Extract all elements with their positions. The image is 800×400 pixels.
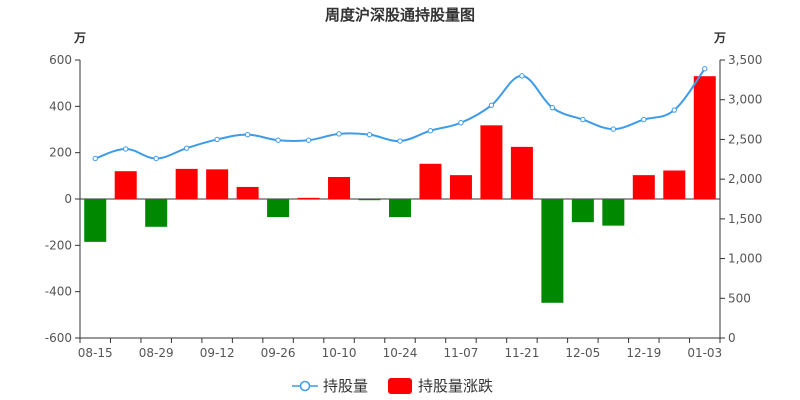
line-point xyxy=(183,145,190,151)
x-axis-tick-label: 10-10 xyxy=(322,346,357,360)
line-point xyxy=(397,138,403,144)
line-point xyxy=(610,126,617,132)
x-axis-tick-label: 08-29 xyxy=(139,346,174,360)
line-point xyxy=(123,146,129,152)
bar xyxy=(114,171,137,199)
line-point xyxy=(641,116,647,123)
line-point xyxy=(427,127,434,134)
bar xyxy=(663,170,686,199)
left-axis-tick-label: 200 xyxy=(49,146,72,160)
bar xyxy=(571,199,594,223)
bar xyxy=(236,186,259,199)
bar xyxy=(693,76,716,199)
line-point xyxy=(519,73,525,79)
x-axis-tick-label: 11-07 xyxy=(444,346,479,360)
bar xyxy=(206,169,229,199)
bar xyxy=(632,175,655,199)
right-axis-tick-label: 0 xyxy=(728,331,736,345)
legend: 持股量 持股量涨跌 xyxy=(292,377,493,395)
left-axis-tick-label: -200 xyxy=(45,238,72,252)
bar xyxy=(602,199,625,226)
line-point xyxy=(244,131,251,138)
line-path xyxy=(94,68,706,160)
bar xyxy=(419,163,442,199)
right-axis-tick-label: 500 xyxy=(728,291,751,305)
legend-line-marker-dot xyxy=(299,380,311,392)
right-axis-tick-label: 1,000 xyxy=(728,252,762,266)
right-axis-unit: 万 xyxy=(713,31,726,45)
x-axis-tick-label: 01-03 xyxy=(687,346,722,360)
x-axis-tick-label: 10-24 xyxy=(383,346,418,360)
line-point xyxy=(153,155,159,162)
legend-bar-marker xyxy=(388,378,412,394)
legend-label-bar: 持股量涨跌 xyxy=(418,377,493,395)
right-axis-tick-label: 3,500 xyxy=(728,53,762,67)
bar xyxy=(541,199,564,303)
line-point xyxy=(488,102,495,108)
bar xyxy=(358,199,381,201)
left-axis-unit: 万 xyxy=(73,31,86,45)
left-axis-tick-label: 600 xyxy=(49,53,72,67)
bars xyxy=(84,76,716,303)
line-point xyxy=(580,116,586,123)
left-axis-tick-label: 0 xyxy=(64,192,72,206)
left-axis-tick-label: -600 xyxy=(45,331,72,345)
x-axis-tick-label: 09-26 xyxy=(261,346,296,360)
bar xyxy=(267,199,290,218)
bar xyxy=(389,199,411,218)
line-point xyxy=(275,137,281,143)
line-point xyxy=(702,66,708,72)
x-axis-tick-label: 11-21 xyxy=(504,346,539,360)
bar xyxy=(480,125,503,199)
line-point xyxy=(366,131,373,138)
line-point xyxy=(305,137,312,143)
line-point xyxy=(336,131,342,137)
chart-title: 周度沪深股通持股量图 xyxy=(325,6,475,24)
bar xyxy=(449,175,472,199)
right-axis-tick-label: 1,500 xyxy=(728,212,762,226)
legend-label-line: 持股量 xyxy=(323,377,368,395)
line-point xyxy=(549,104,556,111)
x-axis-tick-label: 12-19 xyxy=(626,346,661,360)
bar xyxy=(510,146,533,199)
x-axis-tick-label: 09-12 xyxy=(200,346,235,360)
line-point xyxy=(214,136,220,143)
line-point xyxy=(671,107,677,113)
x-axis-tick-label: 08-15 xyxy=(78,346,113,360)
bar xyxy=(84,199,107,242)
right-axis-tick-label: 2,000 xyxy=(728,172,762,186)
right-axis-tick-label: 2,500 xyxy=(728,132,762,146)
bar xyxy=(145,199,168,227)
left-axis-tick-label: -400 xyxy=(45,285,72,299)
line-point xyxy=(92,155,98,162)
x-axis-tick-label: 12-05 xyxy=(565,346,600,360)
bar xyxy=(328,176,351,199)
bar xyxy=(175,168,198,199)
line-point xyxy=(458,120,464,126)
left-axis-tick-label: 400 xyxy=(49,99,72,113)
right-axis-tick-label: 3,000 xyxy=(728,93,762,107)
line-series xyxy=(92,66,708,162)
bar xyxy=(297,197,320,200)
